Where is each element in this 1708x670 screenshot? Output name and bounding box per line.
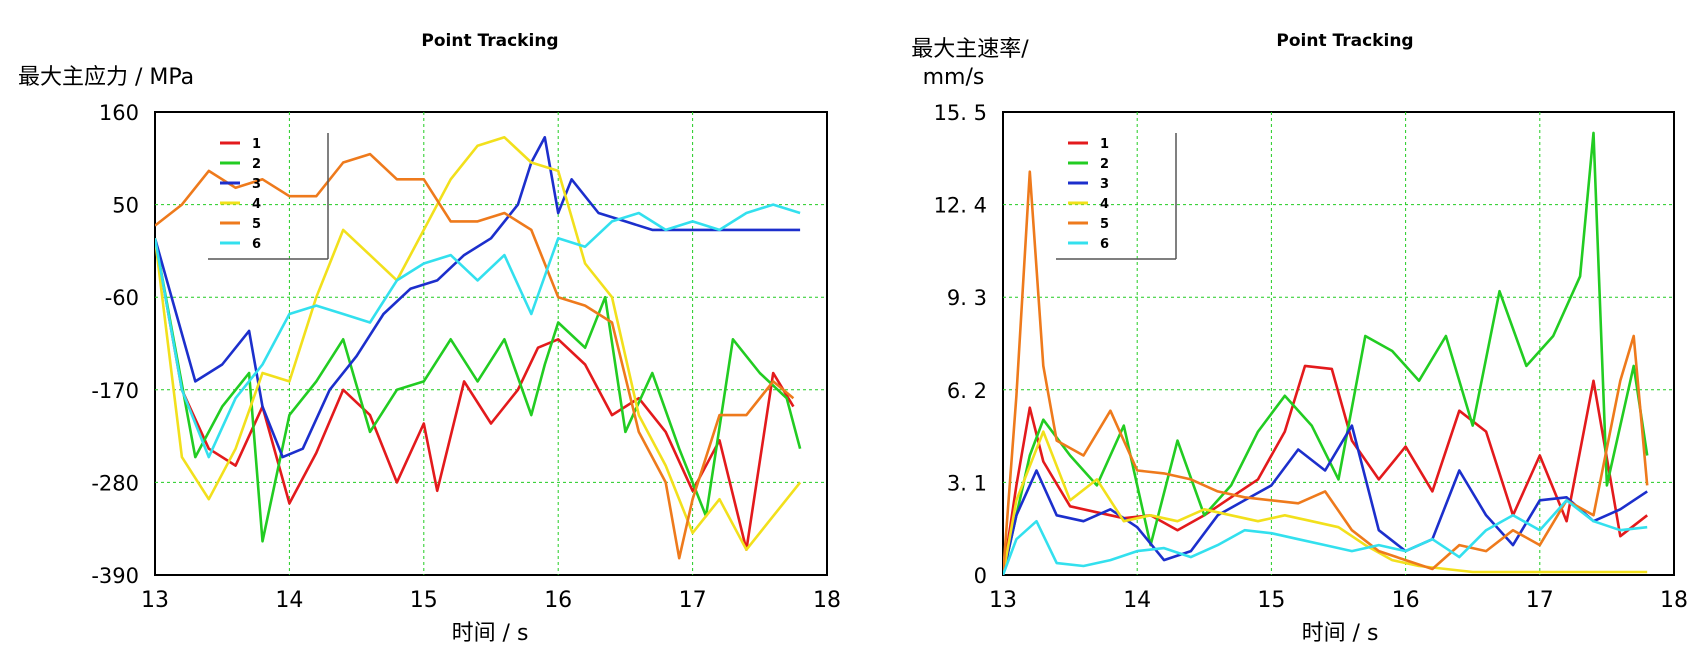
y-axis-label: 最大主速率/ mm/s (911, 37, 1029, 90)
legend: 1 2 3 4 5 6 (208, 133, 329, 260)
legend-label: 5 (252, 217, 261, 232)
series-lines (1003, 131, 1649, 575)
x-tick-label: 15 (1257, 588, 1285, 613)
series-line-6 (155, 203, 801, 459)
y-tick-label: 3. 1 (947, 471, 987, 495)
legend-label: 4 (1100, 197, 1109, 212)
chart-1: 1 2 3 4 5 6 13 14 15 16 17 18 160 50 -60 -170 -280 -390 Po… (18, 31, 841, 646)
series-line-3 (1003, 424, 1648, 575)
y-tick-label: -280 (91, 471, 139, 495)
series-line-2 (155, 238, 802, 543)
legend-label: 3 (252, 177, 261, 192)
series-line-1 (155, 238, 795, 552)
y-tick-label: -390 (91, 564, 139, 588)
series-line-4 (1003, 430, 1648, 575)
legend: 1 2 3 4 5 6 (1056, 133, 1177, 260)
y-axis-label: 最大主应力 / MPa (18, 65, 194, 90)
y-tick-label: 50 (112, 194, 139, 218)
legend-label: 2 (1100, 157, 1109, 172)
x-tick-label: 16 (1392, 588, 1420, 613)
legend-label: 6 (252, 237, 261, 252)
x-tick-label: 18 (1660, 588, 1688, 613)
x-tick-label: 15 (410, 588, 438, 613)
chart-title: Point Tracking (1276, 31, 1413, 51)
y-tick-label: 15. 5 (934, 101, 987, 125)
x-tick-label: 13 (141, 588, 169, 613)
legend-label: 5 (1100, 217, 1109, 232)
series-lines (155, 136, 802, 560)
x-tick-label: 16 (544, 588, 572, 613)
series-line-6 (1003, 498, 1648, 575)
y-tick-label: 0 (974, 564, 987, 588)
chart-2: 1 2 3 4 5 6 13 14 15 16 17 18 15. 5 12. 4 9. 3 6. 2 3. 1… (911, 31, 1688, 646)
x-tick-label: 17 (679, 588, 707, 613)
legend-label: 6 (1100, 237, 1109, 252)
legend-label: 4 (252, 197, 261, 212)
series-line-5 (155, 152, 795, 560)
x-tick-label: 13 (989, 588, 1017, 613)
y-tick-label: 160 (99, 101, 139, 125)
series-line-5 (1003, 170, 1649, 575)
plot-area (154, 111, 828, 576)
y-tick-label: -60 (105, 286, 139, 310)
legend-label: 2 (252, 157, 261, 172)
x-tick-label: 14 (275, 588, 303, 613)
x-tick-label: 14 (1123, 588, 1151, 613)
legend-label: 1 (1100, 137, 1109, 152)
chart-title: Point Tracking (421, 31, 558, 51)
legend-label: 3 (1100, 177, 1109, 192)
y-tick-label: 12. 4 (934, 194, 987, 218)
y-tick-label: 6. 2 (947, 379, 987, 403)
series-line-1 (1003, 364, 1648, 575)
x-tick-label: 17 (1526, 588, 1554, 613)
x-axis-label: 时间 / s (452, 621, 529, 646)
series-line-4 (155, 136, 802, 552)
x-tick-label: 18 (813, 588, 841, 613)
legend-label: 1 (252, 137, 261, 152)
y-tick-label: -170 (91, 379, 139, 403)
y-tick-label: 9. 3 (947, 286, 987, 310)
series-line-3 (155, 136, 801, 459)
x-axis-label: 时间 / s (1302, 621, 1379, 646)
series-line-2 (1003, 131, 1649, 575)
